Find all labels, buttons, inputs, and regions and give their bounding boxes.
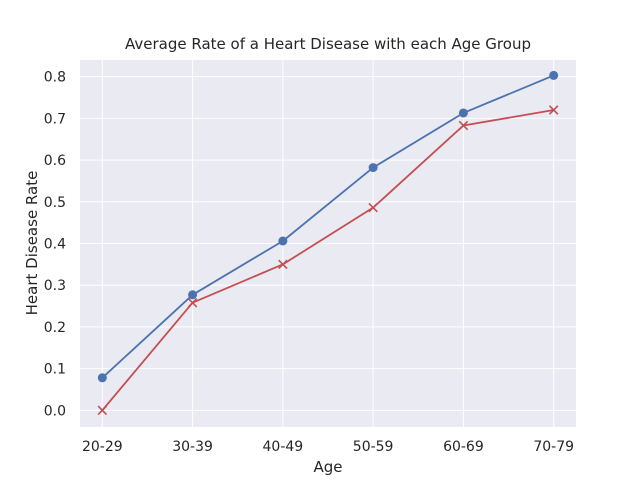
- data-point: [458, 108, 468, 118]
- data-point: [458, 120, 469, 131]
- y-tick-label: 0.0: [44, 403, 66, 419]
- data-point: [549, 70, 559, 80]
- series-layer: [97, 70, 559, 416]
- data-point: [278, 236, 288, 246]
- y-tick-label: 0.1: [44, 362, 66, 378]
- x-tick-label: 70-79: [533, 439, 574, 455]
- chart-title: Average Rate of a Heart Disease with eac…: [125, 35, 531, 53]
- y-axis-label: Heart Disease Rate: [23, 171, 41, 316]
- series-line: [101, 74, 555, 379]
- x-tick-label: 50-59: [353, 439, 394, 455]
- data-point: [278, 259, 288, 270]
- y-tick-label: 0.8: [44, 70, 66, 86]
- x-tick-label: 40-49: [263, 439, 304, 455]
- x-tick-label: 60-69: [443, 439, 484, 455]
- x-axis-label: Age: [313, 458, 342, 476]
- data-point: [368, 202, 378, 213]
- x-tick-labels: 20-29 30-39 40-49 50-59 60-69 70-79: [82, 439, 574, 455]
- grid-lines: [80, 60, 576, 427]
- data-point: [368, 163, 378, 173]
- y-tick-label: 0.7: [44, 111, 66, 127]
- x-tick-label: 20-29: [82, 439, 123, 455]
- data-point: [548, 105, 559, 115]
- series-2: [97, 105, 559, 416]
- y-tick-label: 0.3: [44, 278, 66, 294]
- y-tick-labels: 0.0 0.1 0.2 0.3 0.4 0.5 0.6 0.7 0.8: [44, 70, 66, 420]
- y-tick-label: 0.2: [44, 320, 66, 336]
- data-point: [188, 290, 198, 300]
- x-tick-label: 30-39: [172, 439, 213, 455]
- series-1: [97, 70, 559, 383]
- series-line: [101, 109, 554, 411]
- data-point: [97, 405, 108, 416]
- y-tick-label: 0.6: [44, 153, 66, 169]
- y-tick-label: 0.4: [44, 237, 66, 253]
- data-point: [97, 373, 107, 383]
- y-tick-label: 0.5: [44, 195, 66, 211]
- data-point: [187, 297, 198, 308]
